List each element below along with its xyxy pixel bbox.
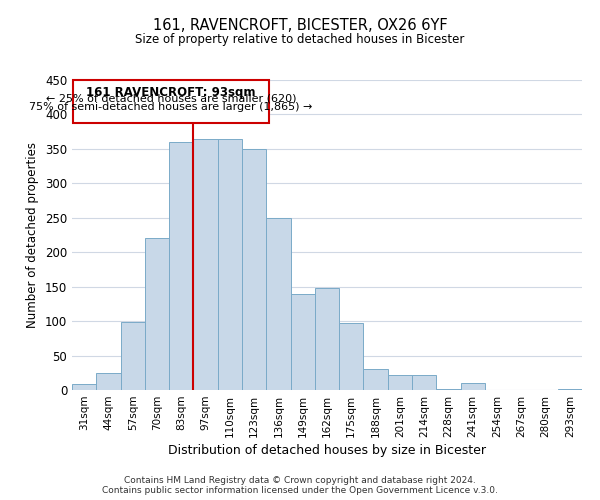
Bar xyxy=(339,323,364,390)
X-axis label: Distribution of detached houses by size in Bicester: Distribution of detached houses by size … xyxy=(168,444,486,457)
Text: Size of property relative to detached houses in Bicester: Size of property relative to detached ho… xyxy=(136,32,464,46)
Text: 161 RAVENCROFT: 93sqm: 161 RAVENCROFT: 93sqm xyxy=(86,86,256,98)
Bar xyxy=(558,388,582,390)
Text: 75% of semi-detached houses are larger (1,865) →: 75% of semi-detached houses are larger (… xyxy=(29,102,313,112)
Bar xyxy=(145,238,169,390)
Bar xyxy=(461,383,485,390)
Bar xyxy=(242,149,266,390)
FancyBboxPatch shape xyxy=(73,80,269,124)
Bar xyxy=(364,370,388,390)
Bar xyxy=(412,375,436,390)
Bar xyxy=(388,375,412,390)
Bar xyxy=(218,138,242,390)
Text: ← 25% of detached houses are smaller (620): ← 25% of detached houses are smaller (62… xyxy=(46,94,296,104)
Bar xyxy=(72,384,96,390)
Bar xyxy=(266,218,290,390)
Text: 161, RAVENCROFT, BICESTER, OX26 6YF: 161, RAVENCROFT, BICESTER, OX26 6YF xyxy=(152,18,448,32)
Text: Contains HM Land Registry data © Crown copyright and database right 2024.: Contains HM Land Registry data © Crown c… xyxy=(124,476,476,485)
Bar xyxy=(193,138,218,390)
Y-axis label: Number of detached properties: Number of detached properties xyxy=(26,142,40,328)
Bar xyxy=(121,322,145,390)
Bar xyxy=(290,294,315,390)
Bar xyxy=(315,288,339,390)
Bar xyxy=(169,142,193,390)
Text: Contains public sector information licensed under the Open Government Licence v.: Contains public sector information licen… xyxy=(102,486,498,495)
Bar xyxy=(96,373,121,390)
